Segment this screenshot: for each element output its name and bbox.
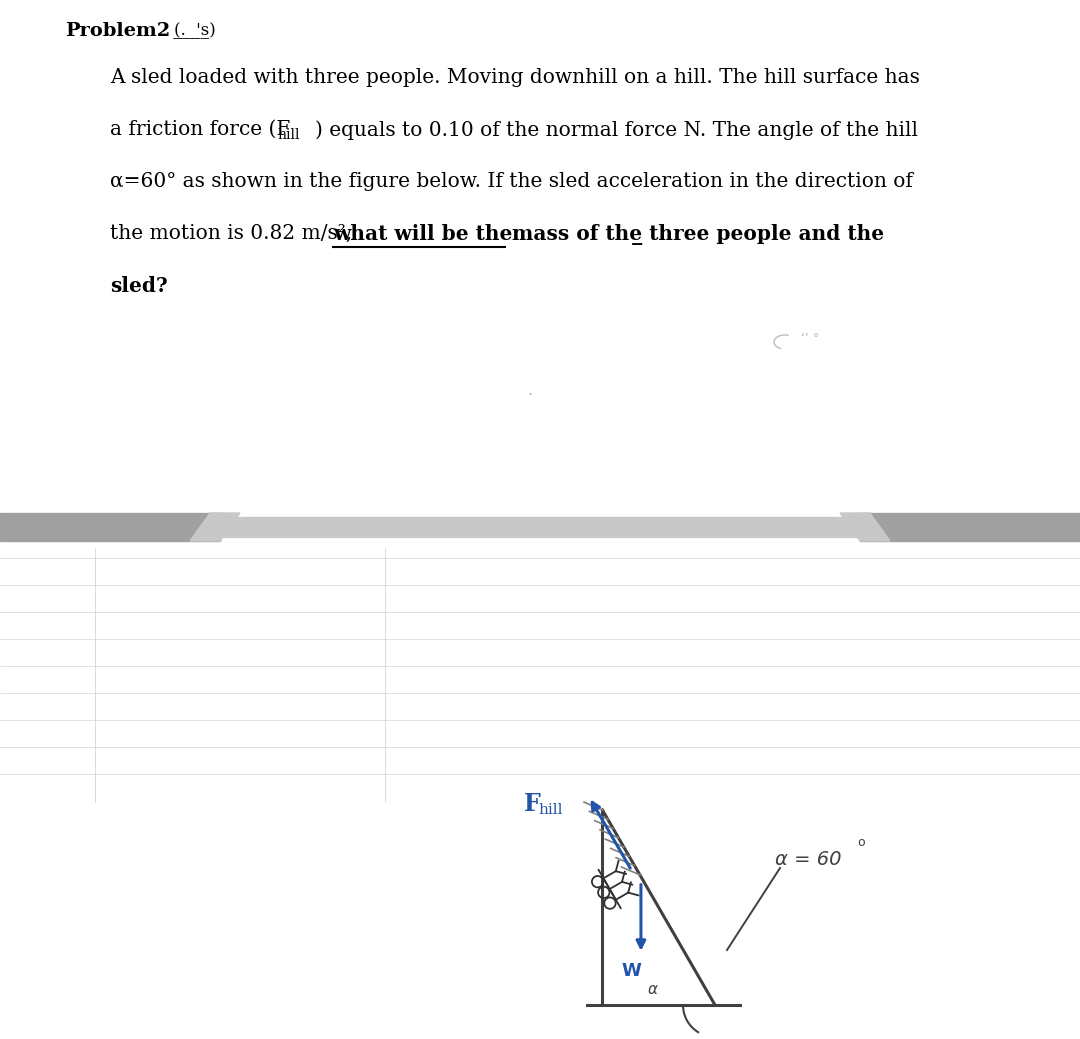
Text: α: α [648,982,658,997]
Text: α=60° as shown in the figure below. If the sled acceleration in the direction of: α=60° as shown in the figure below. If t… [110,172,913,191]
Text: o: o [858,836,865,849]
Text: α = 60: α = 60 [775,850,841,869]
Polygon shape [840,513,890,541]
Polygon shape [220,517,860,537]
Polygon shape [0,513,220,541]
Text: ·: · [527,387,532,404]
Polygon shape [190,513,240,541]
Text: ) equals to 0.10 of the normal force N. The angle of the hill: ) equals to 0.10 of the normal force N. … [315,119,918,139]
Text: A sled loaded with three people. Moving downhill on a hill. The hill surface has: A sled loaded with three people. Moving … [110,68,920,87]
Text: what will be the: what will be the [333,224,512,244]
Text: a friction force (F: a friction force (F [110,119,291,139]
Text: hill: hill [276,128,299,142]
Text: ‘’ °: ‘’ ° [801,331,819,345]
Text: (̲.̲ ̲ ̲'̲s̲): (̲.̲ ̲ ̲'̲s̲) [175,22,217,39]
Text: W: W [621,962,640,980]
Text: sled?: sled? [110,276,167,296]
Text: hill: hill [538,803,563,817]
Text: F: F [524,792,541,816]
Text: the motion is 0.82 m/s²,: the motion is 0.82 m/s², [110,224,359,243]
Text: Problem2: Problem2 [65,22,171,39]
Polygon shape [860,513,1080,541]
Text: mass of the̲ three people and the: mass of the̲ three people and the [505,224,885,245]
